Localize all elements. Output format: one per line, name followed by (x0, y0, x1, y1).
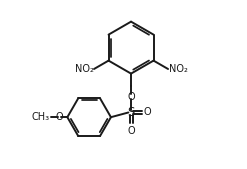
Text: O: O (56, 112, 63, 122)
Text: NO₂: NO₂ (168, 64, 187, 74)
Text: S: S (127, 106, 135, 119)
Text: NO₂: NO₂ (75, 64, 94, 74)
Text: O: O (144, 107, 151, 117)
Text: O: O (127, 92, 135, 102)
Text: CH₃: CH₃ (32, 112, 50, 122)
Text: O: O (127, 126, 135, 136)
